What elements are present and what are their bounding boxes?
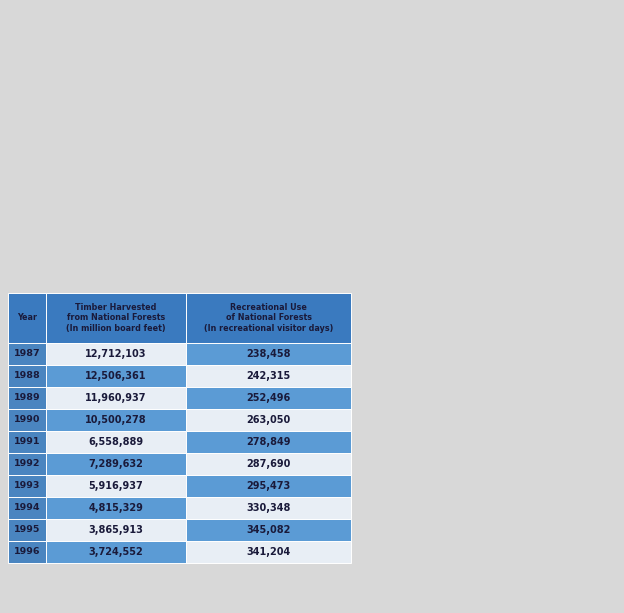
Text: 1994: 1994 bbox=[14, 503, 41, 512]
Bar bbox=[186, 293, 351, 343]
Bar bbox=[46, 293, 186, 343]
Text: 252,496: 252,496 bbox=[246, 393, 291, 403]
Bar bbox=[46, 387, 186, 409]
Bar bbox=[186, 519, 351, 541]
Bar bbox=[46, 541, 186, 563]
Bar bbox=[8, 541, 46, 563]
Text: Year: Year bbox=[17, 313, 37, 322]
Bar bbox=[46, 365, 186, 387]
Text: 10,500,278: 10,500,278 bbox=[85, 415, 147, 425]
Bar bbox=[8, 475, 46, 497]
Text: 1996: 1996 bbox=[14, 547, 41, 557]
Bar bbox=[8, 453, 46, 475]
Bar bbox=[8, 497, 46, 519]
Text: 6,558,889: 6,558,889 bbox=[89, 437, 144, 447]
Bar bbox=[8, 343, 46, 365]
Text: 12,506,361: 12,506,361 bbox=[85, 371, 147, 381]
Text: 1987: 1987 bbox=[14, 349, 41, 359]
Bar bbox=[8, 431, 46, 453]
Bar bbox=[186, 343, 351, 365]
Text: 295,473: 295,473 bbox=[246, 481, 291, 491]
Text: 1991: 1991 bbox=[14, 438, 41, 446]
Bar bbox=[8, 519, 46, 541]
Bar bbox=[8, 365, 46, 387]
Bar bbox=[186, 497, 351, 519]
Bar bbox=[46, 475, 186, 497]
Bar bbox=[46, 497, 186, 519]
Bar bbox=[186, 365, 351, 387]
Bar bbox=[8, 293, 46, 343]
Bar bbox=[46, 519, 186, 541]
Bar bbox=[8, 387, 46, 409]
Text: 345,082: 345,082 bbox=[246, 525, 291, 535]
Bar bbox=[186, 387, 351, 409]
Text: 3,724,552: 3,724,552 bbox=[89, 547, 144, 557]
Text: 341,204: 341,204 bbox=[246, 547, 291, 557]
Text: 7,289,632: 7,289,632 bbox=[89, 459, 144, 469]
Text: 4,815,329: 4,815,329 bbox=[89, 503, 144, 513]
Bar bbox=[186, 453, 351, 475]
Bar bbox=[46, 409, 186, 431]
Text: 1995: 1995 bbox=[14, 525, 40, 535]
Text: Timber Harvested
from National Forests
(In million board feet): Timber Harvested from National Forests (… bbox=[66, 303, 166, 333]
Bar bbox=[8, 409, 46, 431]
Text: 287,690: 287,690 bbox=[246, 459, 291, 469]
Text: 1990: 1990 bbox=[14, 416, 40, 424]
Text: 1993: 1993 bbox=[14, 481, 40, 490]
Bar bbox=[46, 431, 186, 453]
Text: 263,050: 263,050 bbox=[246, 415, 291, 425]
Text: 3,865,913: 3,865,913 bbox=[89, 525, 144, 535]
Text: 12,712,103: 12,712,103 bbox=[85, 349, 147, 359]
Text: 11,960,937: 11,960,937 bbox=[85, 393, 147, 403]
Text: 238,458: 238,458 bbox=[246, 349, 291, 359]
Bar bbox=[186, 541, 351, 563]
Text: 5,916,937: 5,916,937 bbox=[89, 481, 144, 491]
Bar bbox=[186, 431, 351, 453]
Text: 242,315: 242,315 bbox=[246, 371, 291, 381]
Bar bbox=[186, 409, 351, 431]
Text: Recreational Use
of National Forests
(In recreational visitor days): Recreational Use of National Forests (In… bbox=[204, 303, 333, 333]
Text: 1989: 1989 bbox=[14, 394, 41, 403]
Text: 278,849: 278,849 bbox=[246, 437, 291, 447]
Bar bbox=[46, 453, 186, 475]
Bar bbox=[186, 475, 351, 497]
Text: 1992: 1992 bbox=[14, 460, 41, 468]
Text: 1988: 1988 bbox=[14, 371, 41, 381]
Text: 330,348: 330,348 bbox=[246, 503, 291, 513]
Bar bbox=[46, 343, 186, 365]
